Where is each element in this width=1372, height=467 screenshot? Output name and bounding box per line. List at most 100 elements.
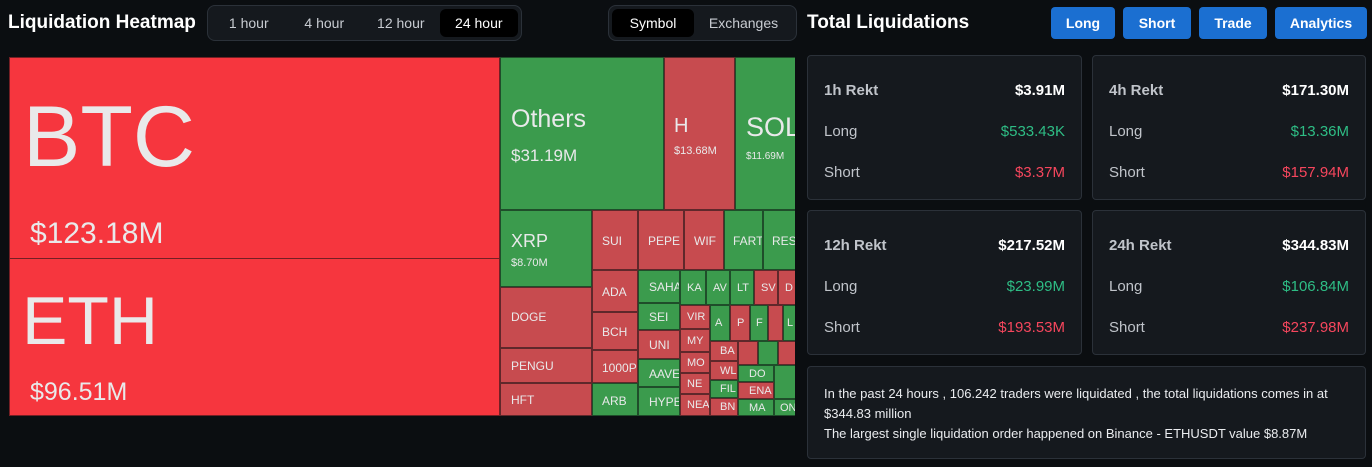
heatmap-tile-arb[interactable]: ARB <box>592 383 638 416</box>
tile-value: $96.51M <box>30 378 128 406</box>
heatmap-tile-wl[interactable]: WL <box>710 361 738 380</box>
heatmap-tile-av[interactable]: AV <box>706 270 730 305</box>
heatmap-tile-ka[interactable]: KA <box>680 270 706 305</box>
tile-name: Others <box>511 105 587 133</box>
heatmap-tile-ena[interactable]: ENA <box>738 382 774 399</box>
heatmap-tile-eth[interactable]: ETH $96.51M <box>9 258 500 416</box>
heatmap-tile-lt[interactable]: LT <box>730 270 754 305</box>
tile-value: $11.69M <box>746 151 785 162</box>
card-total: $344.83M <box>1282 237 1349 254</box>
heatmap-tile-l[interactable]: L <box>783 305 795 341</box>
heatmap-tile-pengu[interactable]: PENGU <box>500 348 592 383</box>
heatmap-tile-doge[interactable]: DOGE <box>500 287 592 348</box>
card-long-value: $533.43K <box>1000 123 1065 140</box>
summary-line-traders: In the past 24 hours , 106.242 traders w… <box>824 386 1328 421</box>
card-long-label: Long <box>1109 278 1143 295</box>
timeframe-1-hour[interactable]: 1 hour <box>228 15 269 31</box>
heatmap-tile-bn[interactable]: BN <box>710 398 738 416</box>
heatmap-tile-mo[interactable]: MO <box>680 352 710 373</box>
heatmap-tile-bch[interactable]: BCH <box>592 312 638 350</box>
tile-name: A <box>715 317 723 329</box>
heatmap-tile-pepe[interactable]: PEPE <box>638 210 684 270</box>
tile-name: SEI <box>649 310 669 324</box>
timeframe-selector: 1 hour 4 hour 12 hour 24 hour <box>207 5 522 41</box>
heatmap-tile-uni[interactable]: UNI <box>638 330 680 359</box>
card-total: $3.91M <box>1014 82 1065 99</box>
tile-name: NE <box>687 378 703 390</box>
tile-name: ENA <box>749 385 772 397</box>
timeframe-12-hour[interactable]: 12 hour <box>377 15 425 31</box>
heatmap-tile-fil[interactable]: FIL <box>710 380 738 398</box>
heatmap-tile-others[interactable]: Others $31.19M <box>500 57 664 210</box>
heatmap-tile-sei[interactable]: SEI <box>638 303 680 330</box>
rekt-card-24h: 24h Rekt $344.83M Long $106.84M Short $237.… <box>1092 210 1366 355</box>
analytics-button[interactable]: Analytics <box>1275 7 1367 39</box>
heatmap-tile-unlabeled[interactable] <box>774 365 795 399</box>
card-long-label: Long <box>1109 123 1143 140</box>
tile-name: BTC <box>23 89 195 185</box>
heatmap-tile-unlabeled[interactable] <box>738 341 758 365</box>
heatmap-tile-my[interactable]: MY <box>680 329 710 352</box>
heatmap-tile-hft[interactable]: HFT <box>500 383 592 416</box>
tile-name: BCH <box>602 325 628 339</box>
heatmap-tile-ma[interactable]: MA <box>738 399 774 416</box>
liquidation-summary: In the past 24 hours , 106.242 traders w… <box>807 366 1366 459</box>
timeframe-24-hour[interactable]: 24 hour <box>439 9 519 37</box>
total-liquidations-title: Total Liquidations <box>807 12 970 33</box>
tile-name: DOGE <box>511 310 547 324</box>
heatmap-tile-do[interactable]: DO <box>738 365 774 382</box>
heatmap-tile-vir[interactable]: VIR <box>680 305 710 329</box>
heatmap-tile-xrp[interactable]: XRP $8.70M <box>500 210 592 287</box>
heatmap-tile-a[interactable]: A <box>710 305 730 341</box>
heatmap-tile-nea[interactable]: NEA <box>680 394 710 416</box>
tile-name: DO <box>749 368 766 380</box>
tile-name: ARB <box>602 394 627 408</box>
card-period: 24h Rekt <box>1109 237 1172 254</box>
heatmap-tile-h[interactable]: H $13.68M <box>664 57 735 210</box>
tile-name: P <box>737 317 745 329</box>
liquidation-heatmap: BTC $123.18M ETH $96.51M Others $31.19M … <box>9 57 795 416</box>
tile-name: MY <box>687 335 704 347</box>
long-button[interactable]: Long <box>1051 7 1115 39</box>
heatmap-tile-unlabeled[interactable] <box>758 341 778 365</box>
card-short-label: Short <box>1109 319 1145 336</box>
tile-name: MA <box>749 402 766 414</box>
heatmap-tile-aave[interactable]: AAVE <box>638 359 680 387</box>
heatmap-tile-unlabeled[interactable] <box>778 341 795 365</box>
tile-value: $8.70M <box>511 257 548 269</box>
card-short-value: $237.98M <box>1282 319 1349 336</box>
view-exchanges[interactable]: Exchanges <box>708 15 779 31</box>
heatmap-tile-ba[interactable]: BA <box>710 341 738 361</box>
heatmap-tile-hype[interactable]: HYPE <box>638 387 680 416</box>
card-short-label: Short <box>824 164 860 181</box>
tile-name: H <box>674 115 689 137</box>
timeframe-4-hour[interactable]: 4 hour <box>304 15 345 31</box>
heatmap-tile-p[interactable]: P <box>730 305 750 341</box>
trade-button[interactable]: Trade <box>1199 7 1267 39</box>
short-button[interactable]: Short <box>1123 7 1191 39</box>
heatmap-tile-ne[interactable]: NE <box>680 373 710 394</box>
card-total: $217.52M <box>998 237 1065 254</box>
view-symbol[interactable]: Symbol <box>612 9 694 37</box>
heatmap-tile-sui[interactable]: SUI <box>592 210 638 270</box>
rekt-card-4h: 4h Rekt $171.30M Long $13.36M Short $157.94… <box>1092 55 1366 200</box>
heatmap-tile-unlabeled[interactable] <box>768 305 783 341</box>
heatmap-tile-saha[interactable]: SAHA <box>638 270 680 303</box>
heatmap-tile-wif[interactable]: WIF <box>684 210 724 270</box>
card-short-label: Short <box>824 319 860 336</box>
heatmap-tile-sv[interactable]: SV <box>754 270 778 305</box>
tile-name: L <box>787 317 794 329</box>
heatmap-tile-btc[interactable]: BTC $123.18M <box>9 57 500 259</box>
heatmap-tile-sol[interactable]: SOL $11.69M <box>735 57 795 210</box>
heatmap-tile-res[interactable]: RES <box>763 210 795 270</box>
card-total: $171.30M <box>1282 82 1349 99</box>
card-long-value: $106.84M <box>1282 278 1349 295</box>
card-long-label: Long <box>824 123 858 140</box>
heatmap-tile-d[interactable]: D <box>778 270 795 305</box>
heatmap-tile-on[interactable]: ON <box>774 399 795 416</box>
heatmap-tile-1000p[interactable]: 1000P <box>592 350 638 383</box>
heatmap-tile-ada[interactable]: ADA <box>592 270 638 312</box>
tile-name: FIL <box>720 383 736 395</box>
heatmap-tile-f[interactable]: F <box>750 305 768 341</box>
heatmap-tile-fart[interactable]: FART <box>724 210 763 270</box>
